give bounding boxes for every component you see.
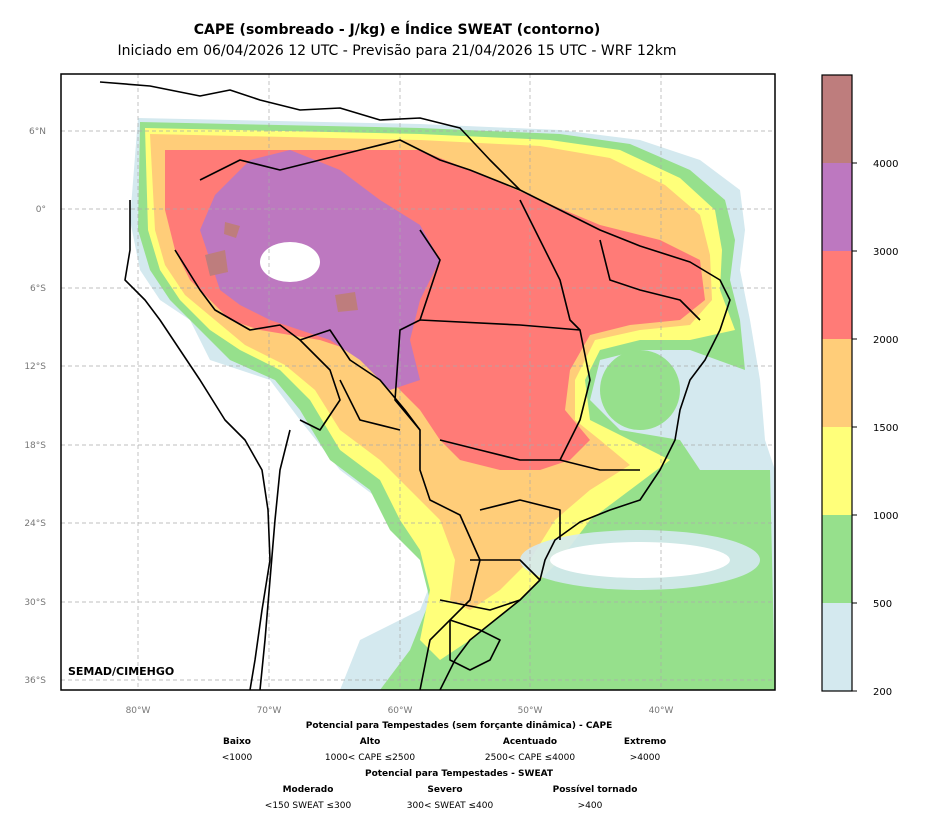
lon-label: 80°W xyxy=(126,706,151,716)
colorbar-tick: 3000 xyxy=(873,247,898,258)
brazil-inner-1 xyxy=(394,229,441,431)
sweat-legend-heading: Potencial para Tempestades - SWEAT xyxy=(364,769,554,779)
brazil-inner-3 xyxy=(519,199,581,331)
colorbar-tick: 1000 xyxy=(873,511,898,522)
lon-label: 40°W xyxy=(649,706,674,716)
colorbar-frame xyxy=(821,74,853,692)
lat-axis: 6°N 0° 6°S 12°S 18°S 24°S 30°S 36°S xyxy=(24,127,46,686)
cape-field xyxy=(130,118,775,690)
colorbar-tick: 200 xyxy=(873,687,892,698)
uruguay-outline xyxy=(449,619,501,671)
lon-label: 70°W xyxy=(257,706,282,716)
sweat-level-name: Possível tornado xyxy=(552,785,638,795)
borders xyxy=(99,81,731,690)
lat-label: 12°S xyxy=(24,362,46,372)
colorbar-segment xyxy=(822,75,852,163)
cape-level-name: Alto xyxy=(359,737,381,747)
lat-label: 24°S xyxy=(24,519,46,529)
lat-label: 18°S xyxy=(24,441,46,451)
cape-band-4000 xyxy=(205,250,228,276)
colorbar-segment xyxy=(822,339,852,427)
cape-level-range: >4000 xyxy=(629,753,661,763)
map-frame xyxy=(60,73,776,691)
coastline xyxy=(99,81,731,690)
colorbar-segment xyxy=(822,603,852,691)
colorbar-tick: 2000 xyxy=(873,335,898,346)
cape-level-name: Acentuado xyxy=(502,737,558,747)
colorbar-tick: 4000 xyxy=(873,159,898,170)
colorbar-tick: 1500 xyxy=(873,423,898,434)
brazil-inner-2 xyxy=(419,319,591,461)
lat-label: 6°S xyxy=(30,284,46,294)
lon-axis: 80°W 70°W 60°W 50°W 40°W xyxy=(126,706,674,716)
chart-title: CAPE (sombreado - J/kg) e Índice SWEAT (… xyxy=(193,22,601,38)
cape-level-range: 2500< CAPE ≤4000 xyxy=(484,753,576,763)
brazil-inner-5 xyxy=(439,439,640,471)
cape-level-range: <1000 xyxy=(221,753,253,763)
sweat-level-range: 300< SWEAT ≤400 xyxy=(406,801,494,811)
cape-level-name: Extremo xyxy=(623,737,667,747)
sweat-level-range: >400 xyxy=(577,801,603,811)
cape-hole-amazon xyxy=(260,242,320,282)
cape-level-name: Baixo xyxy=(222,737,251,747)
chart-subtitle: Iniciado em 06/04/2026 12 UTC - Previsão… xyxy=(117,43,677,59)
lat-label: 6°N xyxy=(29,127,46,137)
credit-label: SEMAD/CIMEHGO xyxy=(68,665,174,678)
sweat-level-name: Moderado xyxy=(282,785,334,795)
lat-label: 0° xyxy=(36,205,46,215)
brazil-inner-7 xyxy=(470,559,541,581)
cape-hole-ocean-2 xyxy=(550,542,730,578)
brazil-inner-10 xyxy=(299,339,341,431)
colorbar-segment xyxy=(822,515,852,603)
andes-border xyxy=(174,249,481,690)
lon-label: 60°W xyxy=(388,706,413,716)
cape-band-3000 xyxy=(200,150,440,390)
sweat-level-name: Severo xyxy=(427,785,463,795)
colorbar: 200 500 1000 1500 2000 3000 4000 xyxy=(821,74,898,698)
colorbar-segment xyxy=(822,163,852,251)
lon-label: 50°W xyxy=(518,706,543,716)
cape-legend-heading: Potencial para Tempestades (sem forçante… xyxy=(305,721,613,731)
colorbar-segment xyxy=(822,427,852,515)
brazil-inner-8 xyxy=(439,599,521,611)
gridlines xyxy=(61,74,775,690)
cape-level-range: 1000< CAPE ≤2500 xyxy=(324,753,416,763)
brazil-inner-4 xyxy=(599,239,701,321)
brazil-inner-6 xyxy=(479,499,561,540)
pacific-coast xyxy=(124,200,271,690)
brazil-north-border xyxy=(199,139,521,191)
brazil-inner-9 xyxy=(339,379,401,431)
cape-hole-northeast xyxy=(600,350,680,430)
cape-band-4000-c xyxy=(224,222,240,238)
lat-label: 30°S xyxy=(24,598,46,608)
cape-band-4000-b xyxy=(335,292,358,312)
argentina-chile-border xyxy=(259,429,291,690)
lat-label: 36°S xyxy=(24,676,46,686)
colorbar-segment xyxy=(822,251,852,339)
sweat-level-range: <150 SWEAT ≤300 xyxy=(264,801,352,811)
colorbar-tick: 500 xyxy=(873,599,892,610)
